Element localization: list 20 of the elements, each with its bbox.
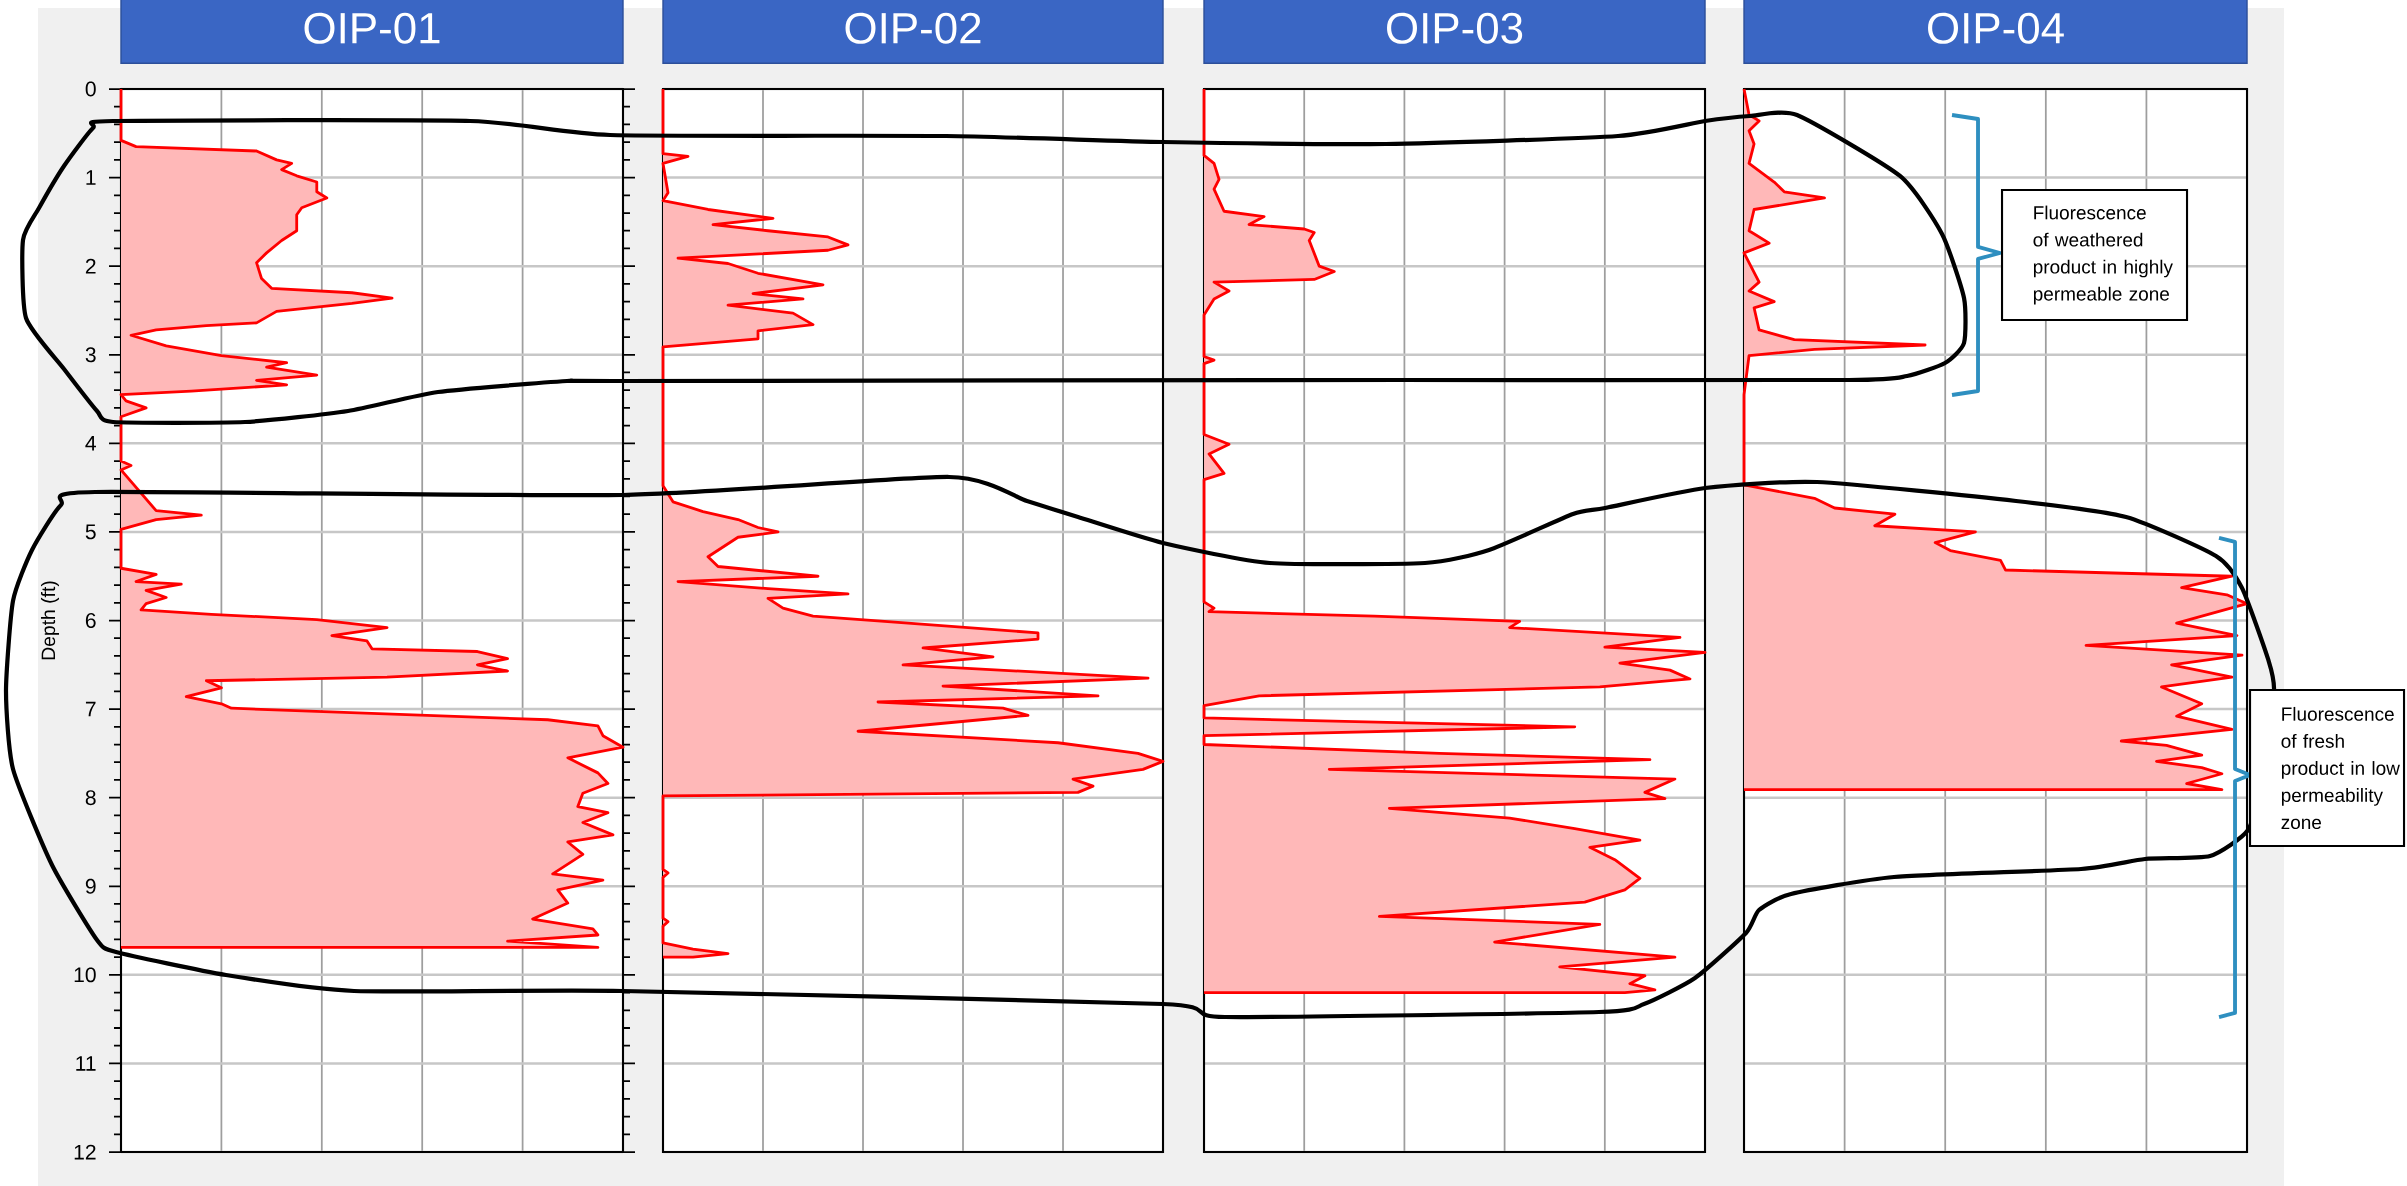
y-tick-label: 5 bbox=[85, 524, 96, 540]
chart-title: OIP-04 bbox=[1928, 12, 2064, 44]
y-tick-label: 9 bbox=[85, 878, 96, 894]
y-tick-label: 4 bbox=[85, 436, 96, 451]
chart-title: OIP-01 bbox=[304, 12, 440, 44]
y-tick-label: 6 bbox=[85, 613, 96, 628]
annotation: Fluorescence of weathered product in highly permeable zone bbox=[2033, 205, 2173, 305]
y-tick-label: 3 bbox=[85, 347, 96, 363]
y-tick-label: 8 bbox=[85, 790, 96, 806]
text: Fluorescence of fresh product in low permeability zone bbox=[2281, 706, 2400, 830]
y-tick-label: 11 bbox=[76, 1056, 96, 1071]
chart-title: OIP-03 bbox=[1387, 12, 1523, 44]
y-axis-title: Depth (ft) bbox=[40, 581, 60, 660]
y-tick-label: 12 bbox=[74, 1144, 96, 1160]
y-tick-label: 2 bbox=[85, 258, 96, 274]
y-tick-label: 10 bbox=[74, 967, 96, 983]
chart-title: OIP-02 bbox=[845, 12, 981, 44]
y-tick-label: 1 bbox=[86, 170, 96, 185]
y-tick-label: 0 bbox=[85, 81, 96, 97]
y-tick-label: 7 bbox=[85, 701, 96, 717]
